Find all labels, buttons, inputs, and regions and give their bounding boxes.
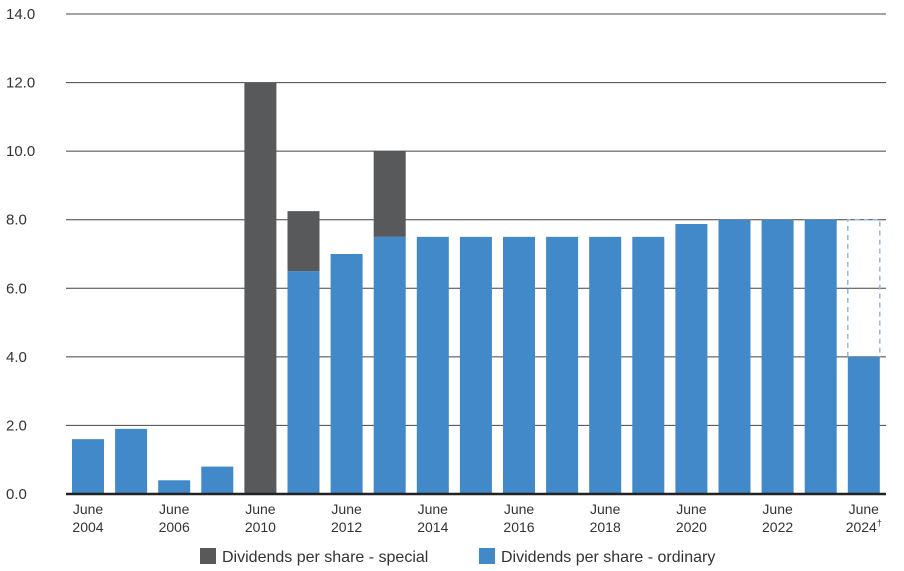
bar-ordinary xyxy=(416,236,449,494)
x-tick-label-month: June xyxy=(159,501,190,517)
x-tick-label-year: 2018 xyxy=(590,519,621,535)
bar-ordinary xyxy=(675,224,708,494)
x-tick-label-year: 2010 xyxy=(245,519,276,535)
bar-ordinary xyxy=(761,219,794,494)
x-tick-label-year: 2014 xyxy=(417,519,448,535)
x-tick-label-month: June xyxy=(590,501,621,517)
bar-ordinary xyxy=(115,428,148,494)
legend-swatch-special xyxy=(200,548,216,564)
bar-special xyxy=(373,151,406,237)
bar-ordinary xyxy=(589,236,622,494)
bar-ordinary xyxy=(459,236,492,494)
x-tick-label-year: 2024† xyxy=(846,518,882,535)
y-tick-label: 10.0 xyxy=(6,143,35,160)
x-tick-label-year: 2016 xyxy=(503,519,534,535)
bar-special xyxy=(287,211,320,272)
x-tick-label-month: June xyxy=(418,501,449,517)
legend-label-special: Dividends per share - special xyxy=(222,549,428,566)
x-tick-label-month: June xyxy=(245,501,276,517)
legend-label-ordinary: Dividends per share - ordinary xyxy=(501,549,715,566)
bar-ordinary xyxy=(158,480,191,494)
x-tick-label-year: 2006 xyxy=(159,519,190,535)
legend-swatch-ordinary xyxy=(479,548,495,564)
y-tick-label: 12.0 xyxy=(6,75,35,92)
x-tick-label-month: June xyxy=(762,501,793,517)
bar-ordinary xyxy=(632,236,665,494)
bar-ordinary xyxy=(287,271,320,494)
projected-bar-outline xyxy=(847,218,881,357)
x-tick-label-year: 2022 xyxy=(762,519,793,535)
x-tick-label-month: June xyxy=(504,501,535,517)
bar-ordinary xyxy=(847,356,880,494)
x-tick-label-month: June xyxy=(73,501,104,517)
y-axis-tick-labels: 0.0 2.0 4.0 6.0 8.0 10.0 12.0 14.0 xyxy=(6,6,35,503)
x-tick-label-year: 2020 xyxy=(676,519,707,535)
x-axis-tick-labels: June 2004 June 2006 June 2010 June 2012 June 2014… xyxy=(72,501,881,535)
bar-ordinary xyxy=(330,254,363,494)
y-tick-label: 0.0 xyxy=(6,486,27,503)
legend: Dividends per share - special Dividends … xyxy=(200,548,715,566)
bar-ordinary xyxy=(373,236,406,494)
bars xyxy=(72,82,881,495)
y-tick-label: 8.0 xyxy=(6,212,27,229)
bar-ordinary xyxy=(546,236,579,494)
bar-ordinary xyxy=(72,439,104,494)
x-tick-label-month: June xyxy=(676,501,707,517)
y-tick-label: 4.0 xyxy=(6,349,27,366)
bar-ordinary xyxy=(718,219,751,494)
y-tick-label: 2.0 xyxy=(6,417,27,434)
y-tick-label: 14.0 xyxy=(6,6,35,23)
x-tick-label-month: June xyxy=(331,501,362,517)
bar-special xyxy=(244,82,277,495)
bar-ordinary xyxy=(201,466,234,494)
x-tick-label-month: June xyxy=(849,501,880,517)
x-tick-label-year: 2004 xyxy=(72,519,103,535)
x-tick-label-year: 2012 xyxy=(331,519,362,535)
y-tick-label: 6.0 xyxy=(6,280,27,297)
bar-ordinary xyxy=(804,219,837,494)
bar-ordinary xyxy=(503,236,535,494)
